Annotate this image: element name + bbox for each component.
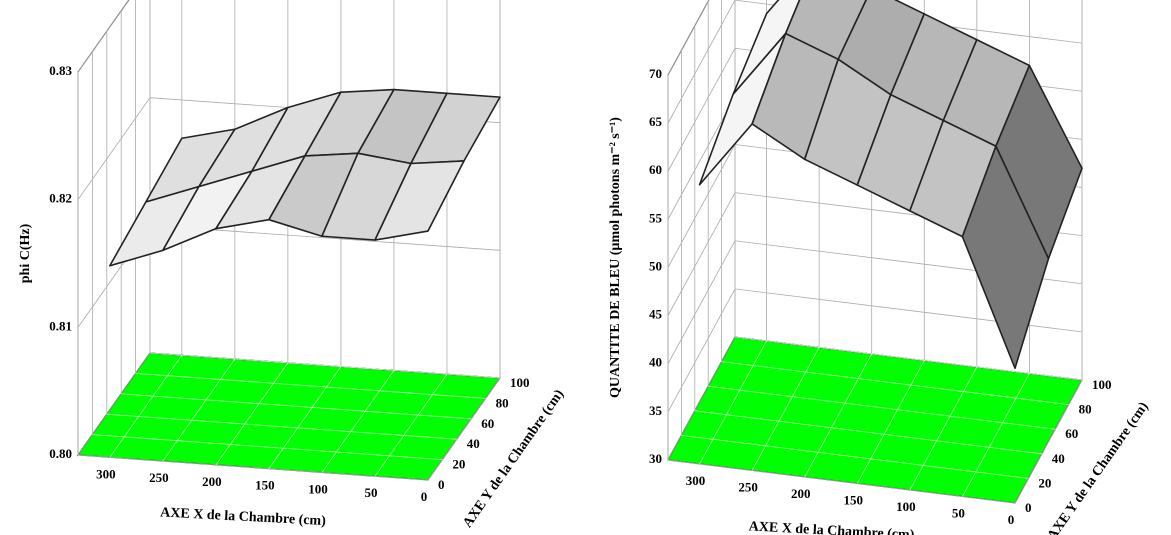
x-tick-label: 150 [255,478,275,493]
z-tick-label: 30 [649,451,662,466]
z-tick-label: 50 [649,258,662,273]
y-tick-label: 40 [1052,451,1065,466]
x-tick-label: 100 [896,499,916,514]
y-tick-label: 0 [1025,500,1032,515]
z-tick-label: 0.83 [49,63,72,78]
x-tick-label: 300 [686,473,706,488]
x-tick-label: 250 [149,470,169,485]
y-tick-label: 60 [481,416,494,431]
z-grid-line [667,0,710,76]
x-tick-label: 50 [952,505,965,520]
z-tick-label: 35 [649,403,663,418]
x-tick-label: 250 [738,479,758,494]
z-tick-label: 45 [649,307,663,322]
x-tick-label: 0 [421,489,428,504]
z-tick-label: 55 [649,210,663,225]
z-axis-label: QUANTITE DE BLEU (µmol photons m⁻² s⁻¹) [608,117,623,398]
x-tick-label: 0 [1008,512,1015,527]
y-tick-label: 20 [452,457,465,472]
z-tick-label: 40 [649,355,662,370]
x-tick-label: 50 [364,485,377,500]
y-tick-label: 80 [496,395,509,410]
z-tick-label: 70 [649,66,662,81]
z-tick-label: 65 [649,114,663,129]
surface-patch [374,160,465,241]
x-tick-label: 100 [308,481,328,496]
z-tick-label: 0.82 [49,191,72,206]
z-tick-label: 0.81 [49,318,72,333]
x-axis-label: AXE X de la Chambre (cm) [748,519,915,535]
y-tick-label: 20 [1038,475,1051,490]
x-tick-label: 200 [202,474,222,489]
x-tick-label: 150 [844,492,864,507]
z-axis-label: phi C(Hz) [18,223,33,283]
y-tick-label: 0 [438,477,445,492]
z-grid-line [77,0,130,73]
x-tick-label: 200 [791,486,811,501]
z-tick-label: 0.80 [49,446,72,461]
z-tick-label: 60 [649,162,662,177]
y-tick-label: 100 [1092,377,1112,392]
y-tick-label: 60 [1065,426,1078,441]
surface-patch [961,145,1050,370]
y-tick-label: 80 [1079,402,1092,417]
y-tick-label: 40 [467,436,480,451]
x-axis-label: AXE X de la Chambre (cm) [160,505,327,529]
x-tick-label: 300 [96,466,116,481]
y-tick-label: 100 [510,375,530,390]
